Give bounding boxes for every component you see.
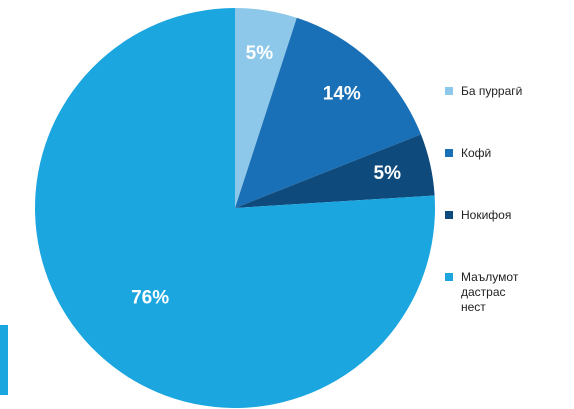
legend-swatch <box>445 273 453 281</box>
legend-label: Маълумот дастрас нест <box>461 270 519 314</box>
legend-item: Нокифоя <box>445 208 533 223</box>
legend-swatch <box>445 87 453 95</box>
legend-label: Кофӣ <box>461 146 492 160</box>
data-label: 5% <box>246 43 274 64</box>
data-label: 14% <box>323 83 361 104</box>
legend-label: Нокифоя <box>461 208 512 222</box>
legend-item: Ба пуррагӣ <box>445 84 533 99</box>
data-label: 5% <box>374 163 402 184</box>
legend-swatch <box>445 211 453 219</box>
pie-slice <box>235 17 421 208</box>
legend-swatch <box>445 149 453 157</box>
legend-item: Кофӣ <box>445 146 533 161</box>
decoration-bar <box>0 325 8 395</box>
data-label: 76% <box>131 287 169 308</box>
pie-slice <box>35 8 435 408</box>
pie-slice <box>235 134 435 208</box>
legend-label: Ба пуррагӣ <box>461 84 523 98</box>
pie-slice <box>235 8 297 208</box>
legend-item: Маълумот дастрас нест <box>445 270 533 315</box>
